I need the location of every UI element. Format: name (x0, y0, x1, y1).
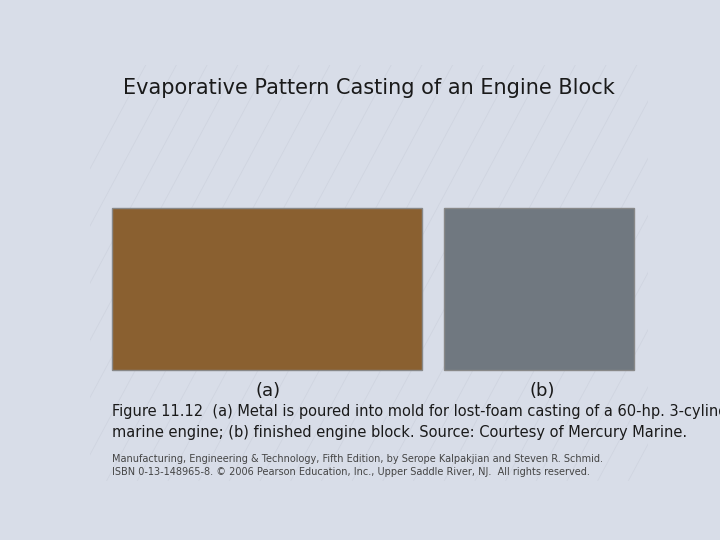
Text: (b): (b) (529, 382, 554, 400)
Text: Manufacturing, Engineering & Technology, Fifth Edition, by Serope Kalpakjian and: Manufacturing, Engineering & Technology,… (112, 454, 603, 477)
Text: Figure 11.12  (a) Metal is poured into mold for lost-foam casting of a 60-hp. 3-: Figure 11.12 (a) Metal is poured into mo… (112, 404, 720, 440)
Text: Evaporative Pattern Casting of an Engine Block: Evaporative Pattern Casting of an Engine… (123, 78, 615, 98)
Bar (444, 208, 634, 370)
Bar (112, 208, 422, 370)
Text: (a): (a) (256, 382, 281, 400)
